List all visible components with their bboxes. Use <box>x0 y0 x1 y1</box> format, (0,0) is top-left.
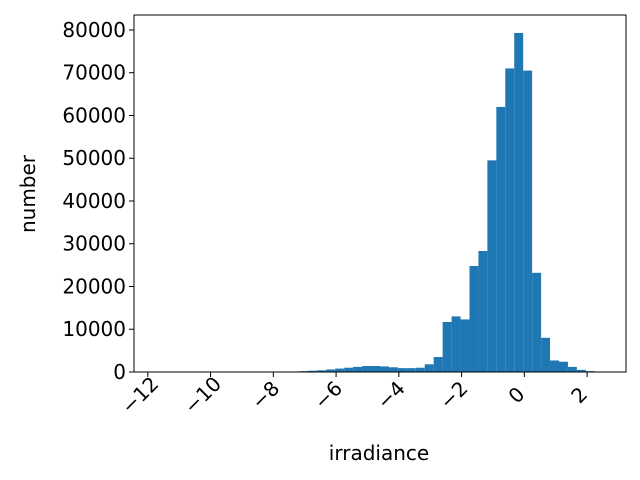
y-tick-label: 70000 <box>62 61 126 85</box>
bar <box>541 337 551 372</box>
bar <box>558 361 568 372</box>
y-tick-label: 60000 <box>62 103 126 127</box>
bar <box>567 366 577 372</box>
bar <box>388 367 398 372</box>
bar <box>469 265 479 372</box>
x-tick-label: 0 <box>503 382 529 408</box>
bar <box>532 272 542 372</box>
y-tick-label: 40000 <box>62 189 126 213</box>
x-tick-label: −10 <box>179 372 226 419</box>
bar <box>353 366 363 372</box>
bar <box>326 369 336 372</box>
bar <box>576 369 586 372</box>
y-axis-label: number <box>16 154 40 233</box>
y-tick-label: 20000 <box>62 274 126 298</box>
bar <box>550 360 559 372</box>
x-tick-label: −6 <box>309 376 347 414</box>
x-tick-label: −4 <box>372 376 410 414</box>
bar <box>362 366 372 372</box>
bar <box>308 370 318 372</box>
bar <box>344 367 354 372</box>
bar <box>496 106 506 373</box>
bar <box>380 366 389 372</box>
bar <box>478 251 488 372</box>
y-tick-label: 30000 <box>62 232 126 256</box>
bar <box>505 68 515 372</box>
x-tick-label: 2 <box>566 382 592 408</box>
y-tick-label: 80000 <box>62 18 126 42</box>
bar <box>415 367 425 372</box>
bar <box>451 316 461 372</box>
bar <box>335 368 345 372</box>
plot-frame <box>133 14 627 373</box>
bar <box>424 364 434 372</box>
bar <box>397 368 407 372</box>
bar <box>523 70 533 372</box>
bar <box>433 357 443 372</box>
y-tick-label: 50000 <box>62 146 126 170</box>
bar <box>442 321 452 372</box>
x-axis-label: irradiance <box>329 441 429 465</box>
y-tick-label: 10000 <box>62 317 126 341</box>
y-tick-label: 0 <box>113 360 126 384</box>
x-tick-label: −2 <box>435 376 473 414</box>
bar <box>406 368 416 372</box>
bar <box>514 32 524 373</box>
bar <box>371 366 380 372</box>
bar <box>317 370 327 372</box>
bar <box>487 160 497 372</box>
x-tick-label: −8 <box>246 376 284 414</box>
bar <box>460 319 470 372</box>
